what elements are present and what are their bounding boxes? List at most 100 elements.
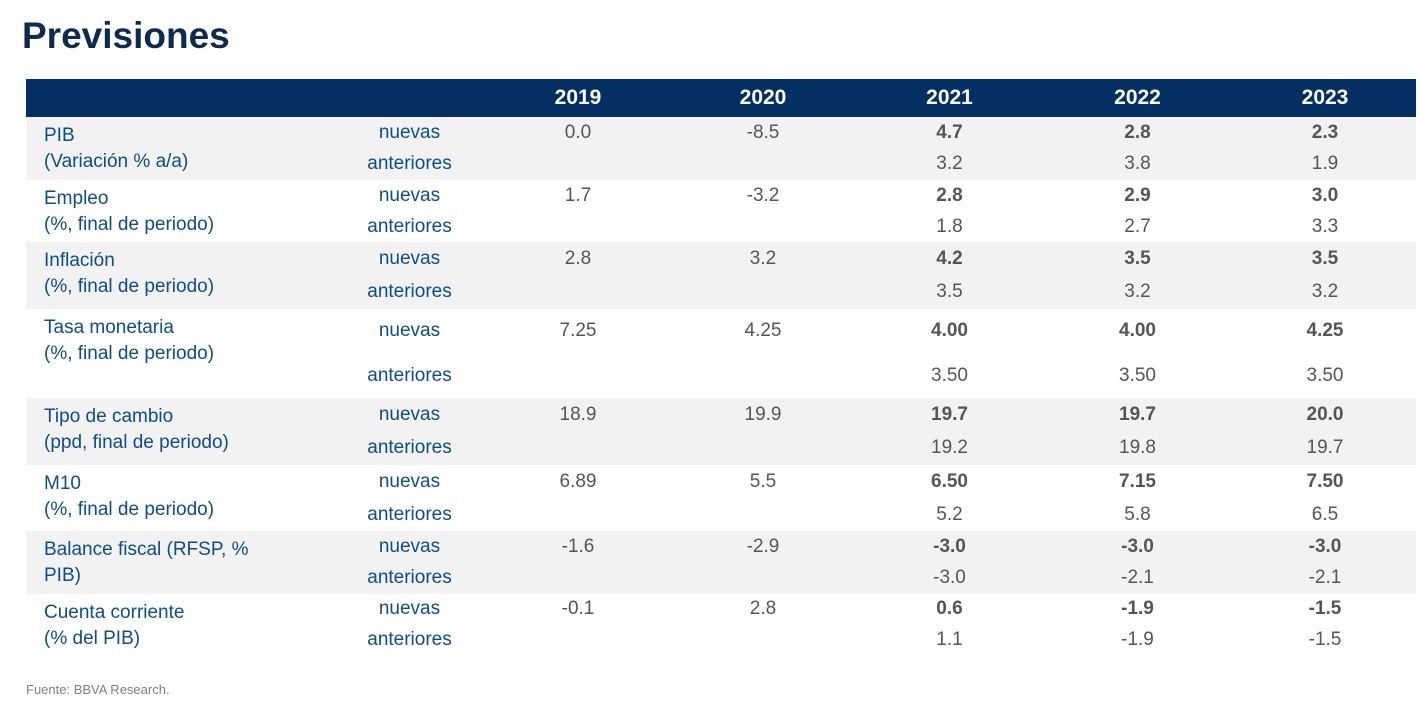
value-anteriores: -1.9	[1121, 628, 1154, 650]
row-kind-cell: nuevas anteriores	[331, 594, 488, 655]
value-nuevas: 19.7	[1119, 403, 1156, 425]
value-cell: 7.15 5.8	[1041, 465, 1234, 531]
value-cell: 2.9 2.7	[1041, 180, 1234, 242]
value-cell: 0.6 1.1	[858, 594, 1041, 655]
value-cell: -3.0 -2.1	[1041, 531, 1234, 594]
value-nuevas: 3.0	[1311, 184, 1339, 206]
table-row: Tasa monetaria (%, final de periodo) nueva…	[26, 309, 1416, 398]
header-kind-cell	[331, 79, 488, 117]
value-cell: -3.2	[668, 180, 858, 242]
value-nuevas: -3.0	[933, 535, 966, 557]
value-anteriores: 3.2	[936, 153, 963, 175]
value-cell: 7.25	[488, 309, 668, 398]
value-cell: 4.25	[668, 309, 858, 398]
row-label: Tasa monetaria (%, final de periodo)	[26, 309, 331, 398]
value-anteriores: 1.9	[1311, 153, 1339, 175]
row-label: Cuenta corriente (% del PIB)	[26, 594, 331, 655]
value-nuevas: -0.1	[561, 598, 595, 620]
value-cell: -8.5	[668, 117, 858, 180]
year-header: 2020	[739, 86, 787, 109]
value-anteriores: 3.50	[1306, 364, 1344, 386]
value-cell: 19.9	[668, 398, 858, 465]
value-cell: -1.6	[488, 531, 668, 594]
value-nuevas: 4.7	[936, 121, 963, 143]
value-cell: 1.7	[488, 180, 668, 242]
forecast-table: 2019 2020 2021 2022 2023 PIB (Variación %…	[26, 79, 1416, 655]
kind-nuevas: nuevas	[378, 598, 441, 620]
row-kind-cell: nuevas anteriores	[331, 398, 488, 465]
value-anteriores: 3.2	[1124, 281, 1151, 303]
value-cell: -1.5 -1.5	[1234, 594, 1416, 655]
kind-anteriores: anteriores	[367, 153, 452, 175]
row-kind-cell: nuevas anteriores	[331, 242, 488, 309]
value-anteriores: 6.5	[1311, 503, 1339, 525]
row-label-unit: (% del PIB)	[44, 628, 141, 649]
value-anteriores: 3.5	[936, 281, 963, 303]
row-label: Inflación (%, final de periodo)	[26, 242, 331, 309]
value-cell: 2.8	[488, 242, 668, 309]
row-label-unit: (Variación % a/a)	[44, 151, 189, 172]
row-label-unit: (ppd, final de periodo)	[44, 432, 229, 453]
value-nuevas: 1.7	[564, 184, 592, 206]
kind-nuevas: nuevas	[378, 121, 441, 143]
kind-nuevas: nuevas	[378, 320, 441, 342]
row-label-title: Balance fiscal (RFSP, %	[44, 539, 249, 560]
value-nuevas: 5.5	[749, 470, 777, 492]
value-nuevas: 19.9	[744, 403, 782, 425]
value-cell: 19.7 19.8	[1041, 398, 1234, 465]
value-nuevas: 20.0	[1306, 403, 1344, 425]
value-nuevas: 6.89	[559, 470, 597, 492]
source-note: Fuente: BBVA Research.	[26, 682, 170, 697]
page-title: Previsiones	[22, 15, 230, 56]
value-nuevas: -1.5	[1308, 598, 1342, 620]
value-nuevas: 7.15	[1119, 470, 1156, 492]
row-label-title: M10	[44, 473, 81, 494]
table-row: Balance fiscal (RFSP, % PIB) nuevas anterio…	[26, 531, 1416, 594]
value-cell: 2.8 1.8	[858, 180, 1041, 242]
kind-nuevas: nuevas	[378, 470, 441, 492]
row-label-title: Cuenta corriente	[44, 602, 185, 623]
row-label: M10 (%, final de periodo)	[26, 465, 331, 531]
value-nuevas: -1.6	[561, 535, 595, 557]
row-label-unit: (%, final de periodo)	[44, 499, 215, 520]
value-nuevas: 6.50	[931, 470, 968, 492]
value-anteriores: -2.1	[1308, 567, 1342, 589]
value-nuevas: 2.8	[564, 247, 592, 269]
value-cell: -2.9	[668, 531, 858, 594]
value-nuevas: 0.0	[564, 121, 592, 143]
header-row: 2019 2020 2021 2022 2023	[26, 79, 1416, 117]
value-nuevas: 3.5	[1124, 247, 1151, 269]
value-nuevas: 2.3	[1311, 121, 1339, 143]
row-kind-cell: nuevas anteriores	[331, 531, 488, 594]
value-nuevas: 7.50	[1306, 470, 1344, 492]
value-nuevas: 2.9	[1124, 184, 1151, 206]
value-anteriores: 1.1	[936, 628, 963, 650]
kind-anteriores: anteriores	[367, 364, 452, 386]
row-kind-cell: nuevas anteriores	[331, 465, 488, 531]
table-row: Tipo de cambio (ppd, final de periodo) nue…	[26, 398, 1416, 465]
table-row: Inflación (%, final de periodo) nuevas ante…	[26, 242, 1416, 309]
row-label-title: PIB	[44, 125, 75, 146]
value-anteriores: 3.50	[931, 364, 968, 386]
value-nuevas: 4.2	[936, 247, 963, 269]
kind-nuevas: nuevas	[378, 403, 441, 425]
table-row: Cuenta corriente (% del PIB) nuevas anterio…	[26, 594, 1416, 655]
row-kind-cell: nuevas anteriores	[331, 117, 488, 180]
value-nuevas: 4.00	[1119, 320, 1156, 342]
value-cell: 18.9	[488, 398, 668, 465]
value-cell: 3.2	[668, 242, 858, 309]
value-nuevas: -2.9	[746, 535, 780, 557]
row-label-unit: (%, final de periodo)	[44, 276, 215, 297]
row-label: Empleo (%, final de periodo)	[26, 180, 331, 242]
header-label-cell	[26, 79, 331, 117]
value-cell: 3.0 3.3	[1234, 180, 1416, 242]
value-nuevas: 2.8	[936, 184, 963, 206]
value-cell: 2.8	[668, 594, 858, 655]
value-nuevas: 19.7	[931, 403, 968, 425]
value-anteriores: -3.0	[933, 567, 966, 589]
year-header: 2019	[554, 86, 602, 109]
value-anteriores: 19.2	[931, 437, 968, 459]
value-anteriores: 1.8	[936, 215, 963, 237]
row-label-title: Tipo de cambio	[44, 406, 174, 427]
row-label: Balance fiscal (RFSP, % PIB)	[26, 531, 331, 594]
